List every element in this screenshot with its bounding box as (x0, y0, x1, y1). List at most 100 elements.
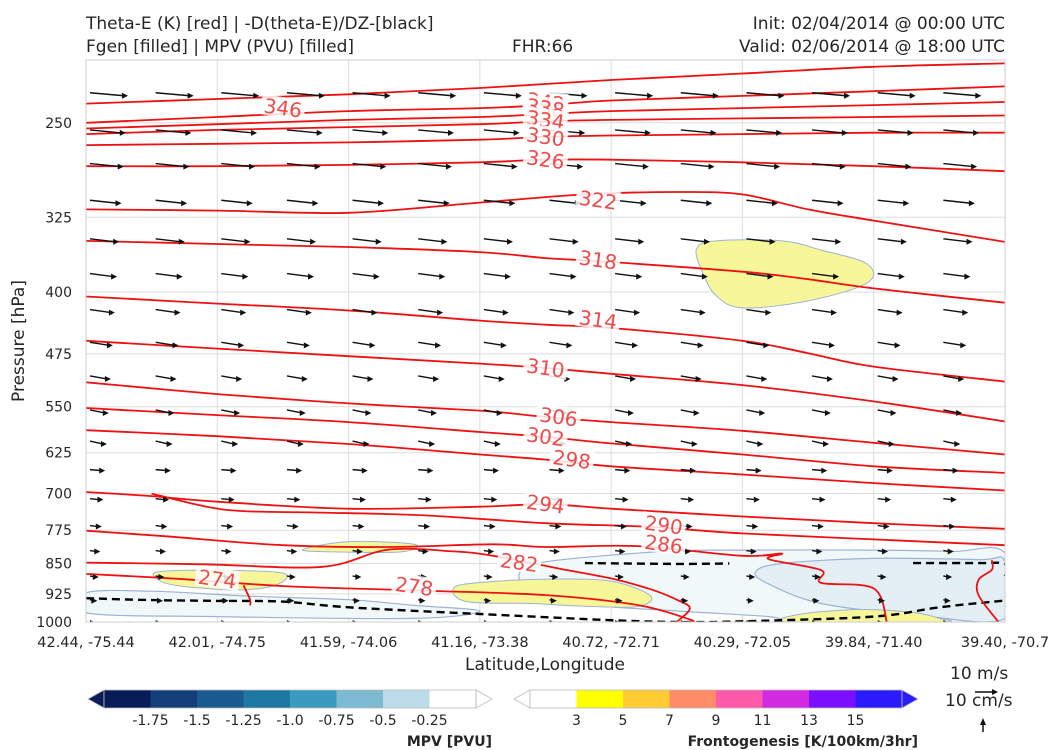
wind-vectors-layer (89, 92, 982, 622)
theta-e-contour (86, 547, 691, 622)
wind-arrow (155, 308, 181, 316)
wind-arrow (352, 375, 374, 382)
y-tick-label: 775 (45, 523, 72, 539)
wind-arrow (286, 162, 321, 170)
wind-arrow (352, 467, 368, 474)
wind-arrow (483, 129, 520, 136)
wind-arrow (155, 409, 175, 416)
wind-arrow (483, 341, 507, 349)
wind-arrow (615, 375, 637, 382)
wind-arrow (943, 308, 969, 316)
wind-arrow (221, 92, 260, 99)
colorbar-tick-label: -1.25 (225, 713, 261, 729)
theta-e-contour (86, 62, 1005, 105)
wind-arrow (615, 238, 645, 245)
wind-arrow (811, 341, 835, 349)
x-tick-label: 39.84, -71.40 (825, 635, 922, 651)
svg-text:346: 346 (262, 94, 303, 123)
wind-arrow (483, 467, 500, 474)
wind-arrow (89, 548, 101, 555)
wind-arrow (352, 129, 389, 136)
wind-arrow (221, 129, 258, 136)
wind-arrow (155, 238, 185, 245)
wind-arrow (221, 308, 247, 316)
wind-arrow (286, 375, 308, 382)
colorbar-tick-label: 7 (665, 713, 674, 729)
wind-arrow (877, 199, 910, 207)
x-tick-label: 39.40, -70.7 (961, 635, 1049, 651)
wind-arrow (877, 341, 901, 349)
wind-arrow (483, 440, 501, 448)
wind-arrow (418, 238, 448, 245)
wind-arrow (286, 548, 298, 555)
wind-arrow (483, 409, 503, 416)
colorbar-title: MPV [PVU] (407, 734, 492, 750)
wind-arrow (812, 162, 846, 170)
wind-arrow (286, 199, 319, 207)
wind-arrow (352, 238, 382, 245)
wind-arrow (877, 597, 886, 604)
wind-arrow (221, 496, 235, 503)
chart-title-line2: Fgen [filled] | MPV (PVU) [filled] (86, 37, 355, 57)
wind-key-horizontal: 10 m/s (950, 664, 1009, 684)
wind-arrow (877, 409, 897, 416)
theta-e-label: 314 (574, 305, 622, 334)
theta-e-contour (151, 492, 1005, 547)
colorbar-swatch (669, 690, 717, 708)
wind-arrow (221, 523, 234, 530)
wind-arrow (221, 341, 245, 349)
wind-arrow (746, 129, 783, 136)
dthetae-dz-contour (913, 561, 1005, 576)
wind-arrow (877, 92, 916, 99)
wind-arrow (549, 597, 557, 604)
wind-arrow (483, 272, 511, 280)
wind-arrow (155, 523, 168, 530)
wind-arrow (746, 341, 770, 349)
wind-arrow (89, 129, 126, 136)
wind-arrow (89, 573, 99, 580)
wind-arrow (549, 238, 579, 245)
colorbar-swatch (762, 690, 810, 708)
wind-arrow (943, 272, 971, 280)
svg-text:318: 318 (577, 245, 618, 274)
wind-arrow (89, 238, 120, 245)
wind-arrow (877, 238, 907, 245)
wind-arrow (483, 308, 509, 316)
wind-arrow (352, 272, 380, 280)
wind-arrow (680, 199, 713, 207)
x-tick-label: 41.16, -73.38 (431, 635, 528, 651)
wind-arrow (286, 440, 304, 448)
wind-arrow (352, 496, 367, 503)
theta-e-label: 346 (259, 94, 307, 123)
theta-e-label: 322 (574, 186, 622, 215)
wind-arrow (89, 92, 129, 99)
colorbar-swatch (716, 690, 763, 708)
wind-arrow (680, 467, 697, 474)
wind-arrow (89, 440, 107, 448)
svg-text:326: 326 (525, 145, 566, 174)
wind-arrow (155, 440, 173, 448)
wind-arrow (418, 548, 429, 555)
wind-arrow (352, 341, 376, 349)
wind-arrow (746, 162, 781, 170)
wind-arrow (877, 467, 893, 474)
wind-arrow (418, 523, 431, 530)
wind-arrow (943, 92, 982, 99)
wind-arrow (811, 573, 821, 580)
wind-arrow (483, 375, 505, 382)
svg-text:294: 294 (525, 490, 566, 519)
wind-arrow (943, 523, 956, 530)
wind-arrow (943, 467, 959, 474)
wind-arrow (483, 597, 492, 604)
svg-text:282: 282 (499, 548, 540, 577)
wind-arrow (812, 92, 851, 99)
wind-arrow (680, 409, 700, 416)
wind-arrow (418, 467, 434, 474)
mpv-colorbar: -1.75 -1.5 -1.25 -1.0 -0.75 -0.5 -0.25 MPV [PVU… (87, 689, 493, 750)
wind-arrow (943, 440, 961, 448)
wind-arrow (811, 199, 844, 207)
wind-arrow (221, 548, 232, 555)
wind-arrow (286, 467, 303, 474)
wind-arrow (877, 375, 899, 382)
wind-arrow (418, 496, 432, 503)
